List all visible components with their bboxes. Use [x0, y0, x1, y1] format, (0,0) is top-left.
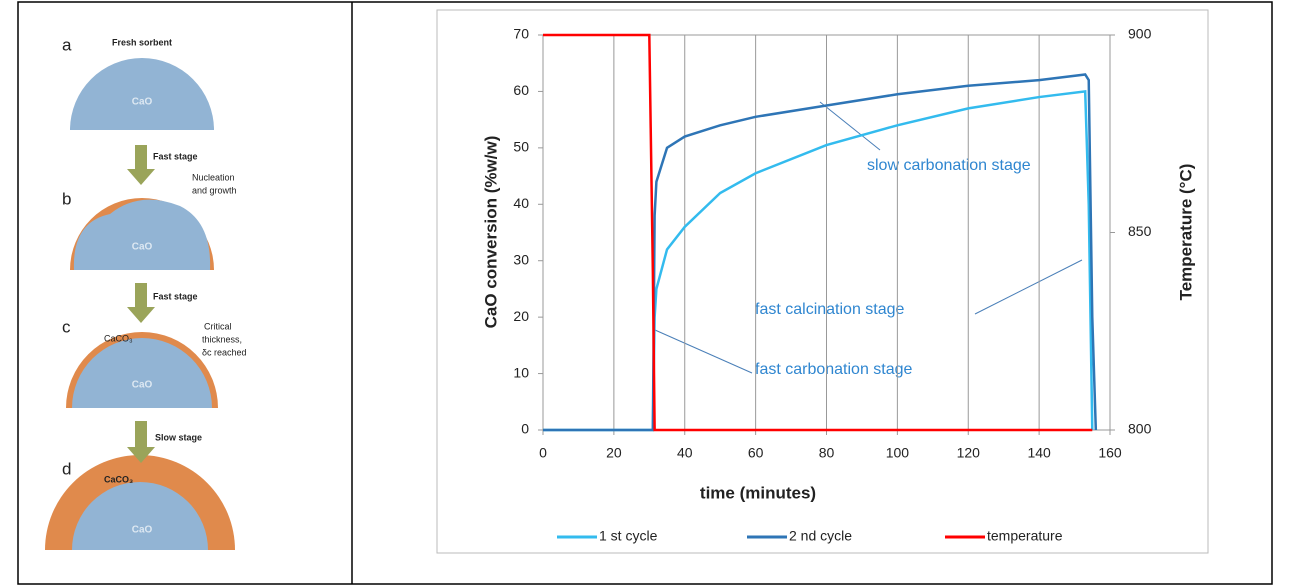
y2-tick-label: 850	[1128, 223, 1152, 239]
x-tick-label: 100	[886, 445, 910, 461]
x-tick-label: 0	[539, 445, 547, 461]
legend-label: temperature	[987, 528, 1063, 544]
leader-line	[654, 329, 753, 374]
x-tick-label: 20	[606, 445, 622, 461]
core-label: CaO	[132, 242, 153, 253]
y2-tick-label: 800	[1128, 421, 1152, 437]
cao-core	[73, 199, 211, 270]
chart-frame	[436, 9, 1209, 554]
panel-title: Fresh sorbent	[112, 37, 172, 47]
x-tick-label: 40	[677, 445, 693, 461]
panel-letter: a	[62, 35, 72, 54]
table-border	[17, 1, 1273, 585]
cao-core	[70, 58, 214, 130]
arrow	[127, 283, 155, 323]
y2-axis-title: Temperature (°C)	[1176, 164, 1195, 301]
legend-label: 1 st cycle	[599, 528, 658, 544]
leader-line	[819, 101, 881, 151]
arrow	[127, 145, 155, 185]
annotation: slow carbonation stage	[867, 157, 1031, 174]
x-tick-label: 160	[1098, 445, 1122, 461]
annotation: fast calcination stage	[755, 301, 905, 318]
diagram: a b c d Fresh sorbent CaO CaO CaO CaO Nu…	[45, 35, 247, 550]
note: δc reached	[202, 347, 247, 357]
y-tick-label: 60	[513, 82, 529, 98]
panel-letter: c	[62, 317, 71, 336]
note: and growth	[192, 185, 237, 195]
panel-letter: d	[62, 459, 71, 478]
x-tick-label: 60	[748, 445, 764, 461]
cao-core	[72, 482, 208, 550]
y-tick-label: 20	[513, 308, 529, 324]
series-line	[543, 90, 1094, 432]
note: Critical	[204, 321, 232, 331]
panel-letter: b	[62, 189, 71, 208]
y2-tick-label: 900	[1128, 26, 1152, 42]
y-tick-label: 30	[513, 251, 529, 267]
core-label: CaO	[132, 380, 153, 391]
x-axis-title: time (minutes)	[700, 483, 816, 502]
chart: time (minutes) CaO conversion (%w/w) Tem…	[481, 26, 1195, 544]
shell-label: CaCO₃	[104, 333, 133, 343]
y-tick-label: 10	[513, 364, 529, 380]
y-tick-label: 40	[513, 195, 529, 211]
shell-label: CaCO₃	[104, 474, 133, 484]
note: Nucleation	[192, 172, 235, 182]
y-axis-title: CaO conversion (%w/w)	[481, 136, 500, 329]
core-label: CaO	[132, 525, 153, 536]
arrow	[127, 421, 155, 463]
leader-line	[974, 259, 1083, 315]
y-tick-label: 70	[513, 26, 529, 42]
core-label: CaO	[132, 97, 153, 108]
arrow-label: Fast stage	[153, 291, 198, 301]
legend-label: 2 nd cycle	[789, 528, 852, 544]
arrow-label: Slow stage	[155, 432, 202, 442]
x-tick-label: 140	[1027, 445, 1051, 461]
series-line	[543, 33, 1093, 432]
x-tick-label: 80	[819, 445, 835, 461]
y-tick-label: 0	[521, 421, 529, 437]
cao-core	[72, 338, 212, 408]
y-tick-label: 50	[513, 139, 529, 155]
note: thickness,	[202, 334, 242, 344]
arrow-label: Fast stage	[153, 151, 198, 161]
annotation: fast carbonation stage	[755, 361, 913, 378]
x-tick-label: 120	[957, 445, 981, 461]
